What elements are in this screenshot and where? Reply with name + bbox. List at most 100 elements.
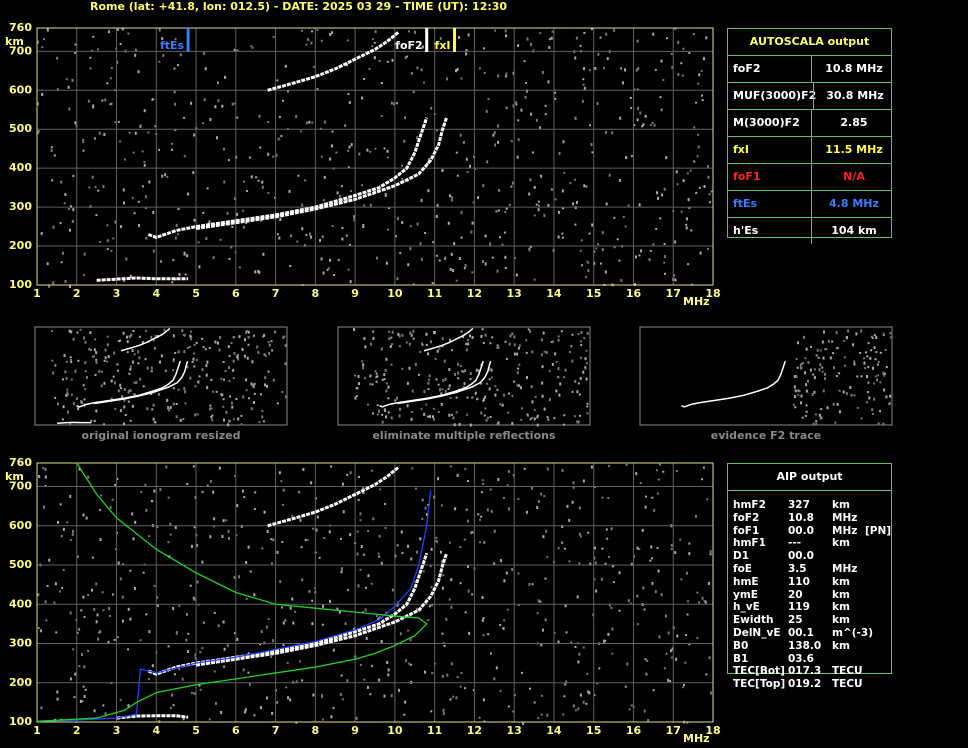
noise-dot xyxy=(83,336,86,340)
noise-dot xyxy=(378,534,381,538)
noise-dot xyxy=(258,270,261,274)
noise-dot xyxy=(546,467,549,471)
noise-dot xyxy=(586,331,589,335)
noise-dot xyxy=(296,240,299,243)
noise-dot xyxy=(131,404,134,408)
noise-dot xyxy=(488,387,491,391)
noise-dot xyxy=(170,142,173,145)
noise-dot xyxy=(237,417,240,421)
noise-dot xyxy=(469,164,472,168)
noise-dot xyxy=(556,376,559,379)
noise-dot xyxy=(572,485,575,489)
noise-dot xyxy=(83,615,86,618)
noise-dot xyxy=(284,395,287,399)
noise-dot xyxy=(675,469,678,472)
noise-dot xyxy=(71,219,74,223)
noise-dot xyxy=(223,418,226,422)
noise-dot xyxy=(371,469,374,472)
noise-dot xyxy=(505,571,508,575)
aip-cell: 00.0 xyxy=(788,524,814,537)
noise-dot xyxy=(504,255,507,259)
noise-dot xyxy=(563,423,566,426)
noise-dot xyxy=(873,346,876,350)
noise-dot xyxy=(499,689,502,692)
noise-dot xyxy=(607,632,610,636)
noise-dot xyxy=(580,239,583,242)
noise-dot xyxy=(73,696,76,699)
noise-dot xyxy=(150,370,153,373)
noise-dot xyxy=(235,398,238,401)
noise-dot xyxy=(859,351,862,354)
noise-dot xyxy=(833,366,836,370)
noise-dot xyxy=(625,156,628,160)
noise-dot xyxy=(442,712,445,716)
noise-dot xyxy=(409,331,412,335)
noise-dot xyxy=(349,533,352,537)
noise-dot xyxy=(267,370,270,373)
noise-dot xyxy=(267,191,270,194)
noise-dot xyxy=(367,403,370,406)
noise-dot xyxy=(383,694,386,698)
noise-dot xyxy=(665,652,668,655)
noise-dot xyxy=(46,28,49,32)
noise-dot xyxy=(578,652,581,656)
noise-dot xyxy=(479,541,482,544)
noise-dot xyxy=(122,331,125,335)
noise-dot xyxy=(329,157,332,161)
noise-dot xyxy=(407,263,410,267)
noise-dot xyxy=(419,350,422,353)
noise-dot xyxy=(818,413,821,417)
thumbnail-trace xyxy=(120,327,171,352)
noise-dot xyxy=(809,368,812,372)
noise-dot xyxy=(287,696,290,700)
noise-dot xyxy=(855,332,858,336)
noise-dot xyxy=(578,393,581,396)
noise-dot xyxy=(141,150,144,153)
noise-dot xyxy=(211,418,214,422)
noise-dot xyxy=(604,130,607,134)
noise-dot xyxy=(801,416,804,419)
autoscala-value: 2.85 xyxy=(810,110,891,136)
noise-dot xyxy=(460,671,463,674)
noise-dot xyxy=(218,466,221,470)
noise-dot xyxy=(398,414,401,418)
noise-dot xyxy=(526,376,529,380)
noise-dot xyxy=(551,362,554,366)
noise-dot xyxy=(449,465,452,468)
noise-dot xyxy=(85,375,88,379)
noise-dot xyxy=(519,386,522,390)
noise-dot xyxy=(271,349,274,352)
noise-dot xyxy=(72,174,75,177)
noise-dot xyxy=(582,78,585,81)
noise-dot xyxy=(585,377,588,381)
noise-dot xyxy=(358,152,361,156)
noise-dot xyxy=(213,525,216,528)
noise-dot xyxy=(638,548,641,551)
noise-dot xyxy=(330,31,333,35)
noise-dot xyxy=(474,391,477,395)
noise-dot xyxy=(507,507,510,511)
noise-dot xyxy=(245,598,248,601)
noise-dot xyxy=(69,494,72,498)
noise-dot xyxy=(541,70,544,74)
noise-dot xyxy=(112,375,115,378)
noise-dot xyxy=(167,541,170,544)
noise-dot xyxy=(670,649,673,653)
aip-cell: km xyxy=(832,614,850,627)
noise-dot xyxy=(428,415,431,419)
noise-dot xyxy=(228,257,231,260)
noise-dot xyxy=(401,333,404,337)
noise-dot xyxy=(705,673,708,676)
noise-dot xyxy=(688,206,691,209)
noise-dot xyxy=(372,412,375,415)
noise-dot xyxy=(310,481,313,485)
noise-dot xyxy=(630,107,633,110)
noise-dot xyxy=(511,421,514,425)
noise-dot xyxy=(377,552,380,555)
noise-dot xyxy=(462,370,465,373)
noise-dot xyxy=(663,667,666,670)
noise-dot xyxy=(544,104,547,107)
noise-dot xyxy=(460,370,463,373)
noise-dot xyxy=(68,228,71,232)
noise-dot xyxy=(365,636,368,640)
